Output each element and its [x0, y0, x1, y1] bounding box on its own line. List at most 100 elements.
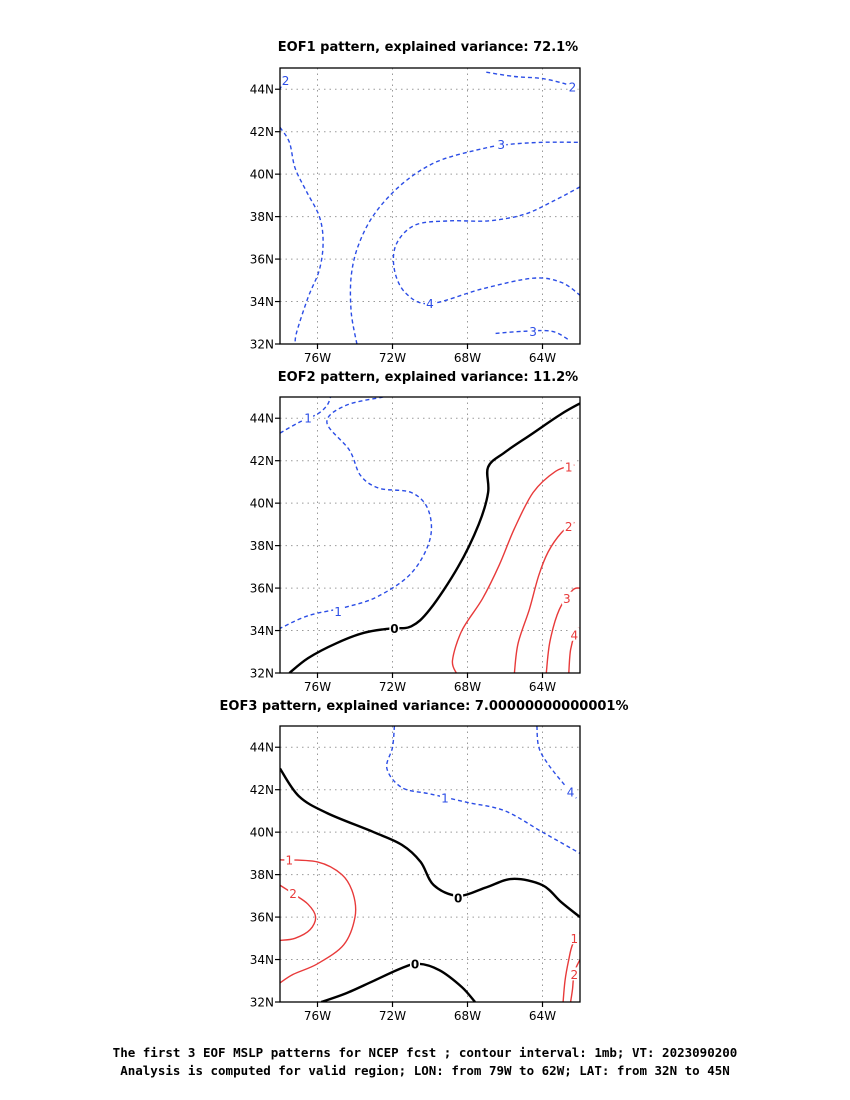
- y-tick-label: 40N: [250, 168, 274, 182]
- contour-positive: [569, 959, 580, 1002]
- coastline-segment: [280, 258, 317, 300]
- contour-label: 3: [563, 592, 571, 606]
- contour-label: 0: [454, 891, 462, 905]
- contour-label: 0: [411, 957, 419, 971]
- contour-negative: [280, 397, 433, 630]
- coastline-segment: [518, 732, 578, 762]
- x-tick-label: 76W: [304, 680, 331, 694]
- contour-label-mask: [288, 886, 299, 900]
- contour-negative: [280, 397, 332, 434]
- contour-label-mask: [563, 460, 574, 474]
- plot-frame: [279, 396, 581, 674]
- contour-positive: [545, 587, 580, 673]
- coastline-segment: [324, 429, 330, 445]
- x-tick-label: 72W: [379, 351, 406, 365]
- y-tick-label: 42N: [250, 783, 274, 797]
- contour-label: 1: [304, 412, 312, 426]
- x-tick-label: 64W: [529, 680, 556, 694]
- x-tick-label: 72W: [379, 680, 406, 694]
- coastline-segment: [426, 124, 444, 144]
- coastline-segment: [468, 68, 526, 98]
- contour-label-mask: [280, 73, 291, 87]
- y-tick-label: 38N: [250, 210, 274, 224]
- contour-label-mask: [561, 591, 572, 605]
- contour-label-mask: [569, 931, 580, 945]
- contour-label-mask: [333, 604, 344, 618]
- contour-positive: [451, 464, 575, 673]
- contour-label-mask: [440, 791, 450, 805]
- y-axis: 32N 34N 36N 38N 40N 42N 44N: [250, 83, 280, 352]
- y-axis: 32N 34N 36N 38N 40N 42N 44N: [250, 412, 280, 681]
- contour-label-mask: [453, 890, 464, 904]
- x-tick-label: 76W: [304, 1009, 331, 1023]
- contour-label-mask: [569, 967, 580, 981]
- x-tick-label: 64W: [529, 351, 556, 365]
- coastline-segment: [426, 453, 444, 473]
- contour-negative: [486, 71, 575, 90]
- contour-label-mask: [284, 852, 295, 866]
- contour-label: 2: [565, 520, 573, 534]
- coastline-segment: [313, 835, 347, 912]
- x-tick-label: 68W: [454, 680, 481, 694]
- panel-eof2: EOF2 pattern, explained variance: 11.2% …: [250, 370, 581, 694]
- contour-label: 0: [390, 622, 398, 636]
- contour-label-mask: [303, 411, 314, 425]
- coastline: [280, 726, 578, 958]
- contour-negative: [495, 329, 570, 341]
- caption-line-1: The first 3 EOF MSLP patterns for NCEP f…: [112, 1045, 738, 1060]
- contour-label: 1: [286, 853, 294, 867]
- coastline-segment: [352, 483, 406, 509]
- y-tick-label: 34N: [250, 953, 274, 967]
- coastline-segment: [342, 539, 356, 559]
- coastline-segment: [424, 431, 450, 469]
- contour-label-mask: [563, 519, 574, 533]
- x-axis: 76W 72W 68W 64W: [304, 344, 556, 365]
- contour-lines: [280, 726, 580, 1002]
- contour-label-mask: [565, 784, 576, 798]
- y-tick-label: 36N: [250, 911, 274, 925]
- grid-lines: [280, 726, 580, 1002]
- contour-label: 1: [334, 605, 342, 619]
- contour-label: 2: [569, 81, 577, 95]
- panel-title: EOF2 pattern, explained variance: 11.2%: [278, 370, 578, 385]
- grid-lines: [280, 397, 580, 673]
- coastline-segment: [334, 579, 342, 595]
- panel-title: EOF3 pattern, explained variance: 7.0000…: [220, 699, 629, 714]
- y-tick-label: 40N: [250, 826, 274, 840]
- y-tick-label: 44N: [250, 741, 274, 755]
- y-tick-label: 42N: [250, 454, 274, 468]
- contour-label-mask: [567, 80, 578, 94]
- contour-positive: [513, 521, 575, 673]
- coastline-segment: [316, 547, 324, 587]
- coastline-segment: [352, 154, 406, 180]
- y-tick-label: 40N: [250, 497, 274, 511]
- contour-label: 4: [567, 785, 575, 799]
- contour-label: 3: [529, 325, 537, 339]
- coastline-segment: [280, 735, 332, 756]
- contour-label: 1: [571, 932, 579, 946]
- coastline-segment: [334, 250, 342, 266]
- coastline-segment: [320, 583, 339, 599]
- coastline-segment: [468, 397, 526, 427]
- x-tick-label: 76W: [304, 351, 331, 365]
- x-tick-label: 64W: [529, 1009, 556, 1023]
- y-axis: 32N 34N 36N 38N 40N 42N 44N: [250, 741, 280, 1010]
- coastline-segment: [342, 210, 356, 230]
- contour-label-mask: [425, 296, 435, 310]
- contour-negative: [280, 127, 324, 344]
- coastline-segment: [368, 819, 374, 830]
- y-tick-label: 34N: [250, 624, 274, 638]
- contour-label: 2: [282, 74, 290, 88]
- coastline-segment: [280, 587, 317, 629]
- coastline-segment: [324, 100, 330, 116]
- contour-label-mask: [569, 627, 580, 641]
- y-tick-label: 38N: [250, 868, 274, 882]
- contour-zero: [288, 402, 580, 673]
- y-tick-label: 38N: [250, 539, 274, 553]
- coastline-segment: [316, 876, 324, 916]
- y-tick-label: 44N: [250, 83, 274, 97]
- contour-label-mask: [496, 137, 507, 151]
- coastline-segment: [368, 161, 374, 172]
- contour-label: 2: [571, 968, 579, 982]
